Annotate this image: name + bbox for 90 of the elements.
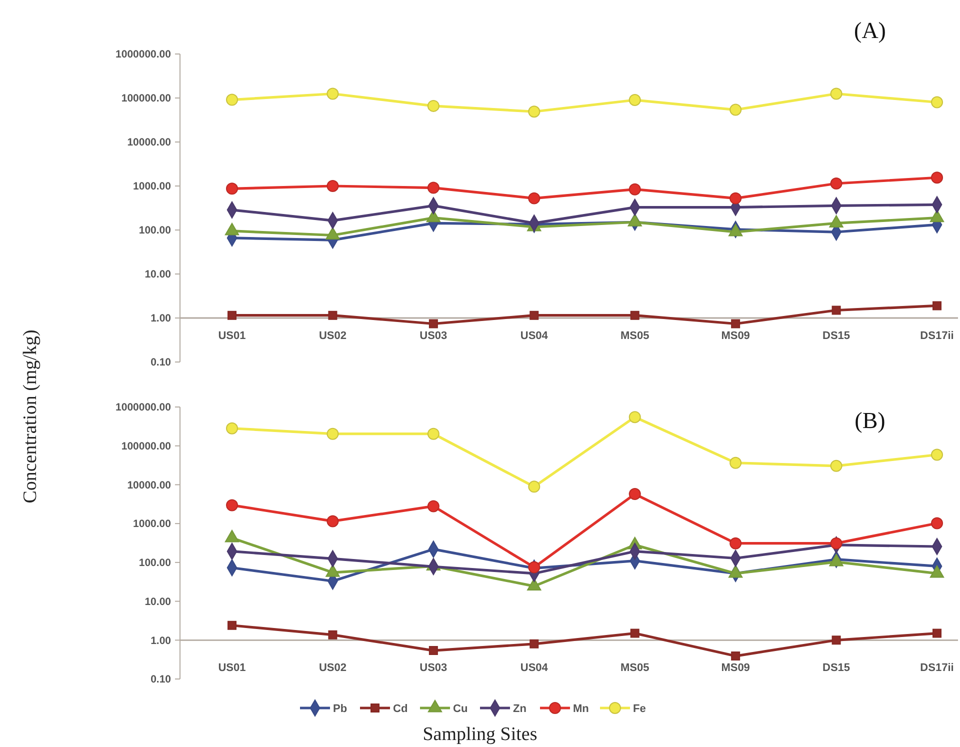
point <box>830 460 842 472</box>
legend-label: Zn <box>513 702 527 715</box>
y-tick-label: 1000.00 <box>133 180 172 193</box>
x-tick-label: DS15 <box>822 662 850 674</box>
point <box>628 94 641 106</box>
point <box>932 301 942 310</box>
point <box>931 96 943 108</box>
y-tick-label: 10.00 <box>144 596 172 608</box>
y-tick-label: 1.00 <box>150 312 172 325</box>
point <box>832 306 841 315</box>
x-tick-label: US02 <box>318 330 346 342</box>
legend-label: Cd <box>393 702 408 715</box>
legend-label: Pb <box>333 702 348 715</box>
point <box>530 639 539 648</box>
point <box>328 310 338 320</box>
y-tick-label: 10000.00 <box>127 479 172 492</box>
y-tick-label: 1000000.00 <box>116 48 172 61</box>
point <box>730 104 742 116</box>
y-tick-label: 0.10 <box>150 674 172 686</box>
y-tick-label: 100000.00 <box>121 92 172 105</box>
x-tick-label: US01 <box>218 330 246 342</box>
x-tick-label: US04 <box>520 330 549 342</box>
chart-title: (B) <box>854 408 886 433</box>
y-tick-label: 1000000.00 <box>116 402 172 414</box>
y-tick-label: 100000.00 <box>121 440 172 453</box>
legend-label: Mn <box>573 702 590 715</box>
point <box>731 652 740 661</box>
y-tick-label: 100.00 <box>138 557 172 570</box>
point <box>528 106 540 118</box>
point <box>630 310 640 320</box>
point <box>326 180 339 192</box>
x-tick-label: DS17ii <box>920 662 954 674</box>
point <box>228 310 236 320</box>
x-tick-label: US01 <box>218 662 246 674</box>
point <box>730 456 742 469</box>
point <box>630 628 640 638</box>
point <box>226 182 238 195</box>
y-axis-title: Concentration (mg/kg) <box>20 330 41 504</box>
point <box>931 172 943 184</box>
point <box>830 178 842 190</box>
point <box>326 88 339 100</box>
y-tick-label: 1000.00 <box>133 518 172 530</box>
point <box>832 636 841 645</box>
point <box>427 182 440 194</box>
point <box>427 500 440 512</box>
x-tick-label: US03 <box>420 330 448 342</box>
x-tick-label: MS05 <box>620 330 650 342</box>
point <box>931 448 943 461</box>
point <box>428 319 438 328</box>
point <box>530 310 539 320</box>
y-tick-label: 0.10 <box>150 356 172 369</box>
x-tick-label: MS09 <box>721 330 750 342</box>
y-tick-label: 10.00 <box>144 268 172 281</box>
chart-title: (A) <box>854 18 886 43</box>
point <box>328 630 338 640</box>
x-tick-label: DS15 <box>822 330 850 342</box>
point <box>528 561 540 574</box>
x-tick-label: MS05 <box>620 662 650 674</box>
point <box>528 192 540 204</box>
point <box>628 411 641 424</box>
x-tick-label: US04 <box>520 662 549 674</box>
point <box>226 499 238 512</box>
point <box>932 628 942 638</box>
x-tick-label: US03 <box>420 662 448 674</box>
point <box>830 537 842 550</box>
x-axis-title: Sampling Sites <box>422 724 538 745</box>
point <box>427 100 440 112</box>
x-tick-label: US02 <box>318 662 346 674</box>
y-tick-label: 10000.00 <box>127 136 172 149</box>
y-tick-label: 100.00 <box>138 224 172 237</box>
point <box>326 428 339 440</box>
x-tick-label: DS17ii <box>920 330 954 342</box>
point <box>730 537 742 550</box>
x-tick-label: MS09 <box>721 662 750 674</box>
point <box>730 192 742 204</box>
legend-label: Cu <box>453 702 468 715</box>
point <box>528 480 540 493</box>
y-tick-label: 1.00 <box>150 634 172 647</box>
point <box>326 515 339 528</box>
point <box>931 517 943 530</box>
point <box>226 422 238 434</box>
point <box>427 428 440 440</box>
point <box>628 488 641 500</box>
point <box>226 94 238 106</box>
point <box>731 319 740 328</box>
point <box>830 88 842 100</box>
point <box>428 646 438 656</box>
point <box>628 183 641 196</box>
legend-label: Fe <box>633 702 646 715</box>
point <box>228 620 236 630</box>
